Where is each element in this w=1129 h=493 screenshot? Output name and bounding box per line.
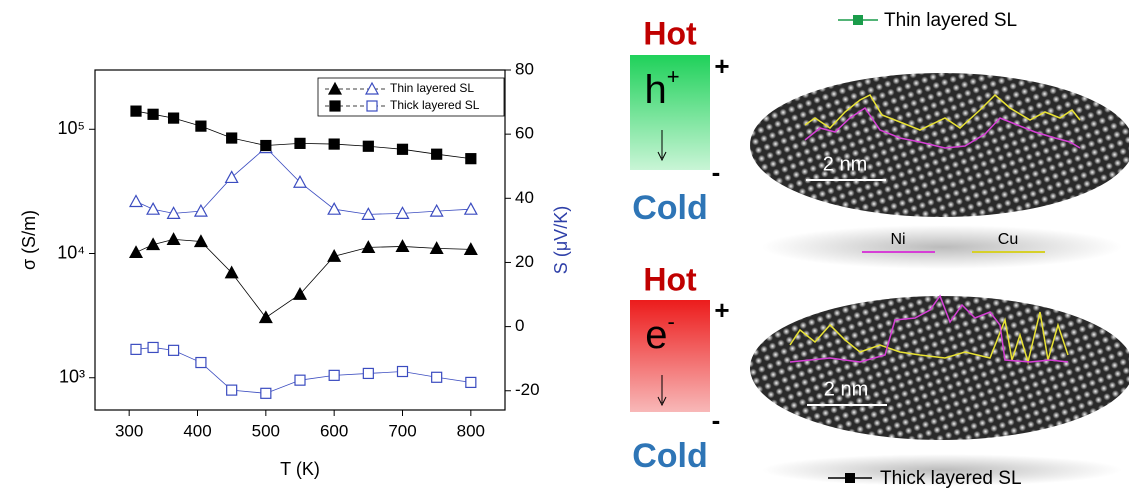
hot-label: Hot	[643, 261, 697, 297]
legend-label: Thick layered SL	[880, 468, 1022, 489]
plus: +	[714, 295, 729, 325]
marker	[148, 342, 158, 352]
scale-label: 2 nm	[823, 153, 867, 175]
y2-tick-label: 60	[515, 124, 534, 143]
figure: T (K) σ (S/m) S (μV/K) 30040050060070080…	[0, 0, 1129, 493]
marker	[397, 240, 409, 251]
y2-tick-label: 40	[515, 188, 534, 207]
y2-tick-label: 20	[515, 252, 534, 271]
marker	[295, 138, 305, 148]
marker	[147, 239, 159, 250]
marker	[169, 113, 179, 123]
marker	[130, 246, 142, 257]
hot-label: Hot	[643, 15, 697, 51]
micrographs: Thin layered SL 2 nm Ni Cu 2 nm Thick la…	[750, 10, 1129, 489]
y2-axis-label: S (μV/K)	[551, 206, 571, 274]
marker	[226, 171, 238, 182]
plus: +	[714, 51, 729, 81]
y-axis-label: σ (S/m)	[19, 210, 39, 270]
legend-label: Cu	[998, 231, 1018, 248]
micrograph	[750, 296, 1129, 440]
legend-marker	[845, 473, 855, 483]
series-line	[136, 148, 471, 215]
diagram: Hot h+ + - Cold Hot e- + - Cold	[630, 15, 730, 475]
y2-tick-label: 0	[515, 316, 524, 335]
marker	[466, 377, 476, 387]
series-line	[136, 111, 471, 159]
x-tick-label: 300	[115, 421, 143, 440]
plot-frame	[95, 70, 505, 410]
marker	[398, 144, 408, 154]
marker	[148, 109, 158, 119]
legend-label: Thin layered SL	[390, 81, 474, 95]
marker	[329, 370, 339, 380]
legend-label: Ni	[890, 231, 905, 248]
marker	[169, 345, 179, 355]
marker	[260, 312, 272, 323]
marker	[363, 368, 373, 378]
legend-label: Thick layered SL	[390, 98, 480, 112]
marker	[328, 250, 340, 261]
x-tick-label: 500	[252, 421, 280, 440]
x-tick-label: 800	[457, 421, 485, 440]
marker	[329, 139, 339, 149]
micrograph	[750, 73, 1129, 217]
marker	[227, 133, 237, 143]
x-tick-label: 400	[183, 421, 211, 440]
minus: -	[712, 157, 721, 187]
legend-marker	[853, 15, 863, 25]
marker	[363, 141, 373, 151]
marker	[131, 106, 141, 116]
marker	[196, 121, 206, 131]
marker	[168, 233, 180, 244]
y-tick-label: 10³	[59, 366, 85, 386]
marker	[147, 203, 159, 214]
marker	[261, 388, 271, 398]
cold-label: Cold	[632, 437, 708, 475]
cold-label: Cold	[632, 189, 708, 227]
marker	[367, 101, 377, 111]
marker	[432, 149, 442, 159]
marker	[465, 203, 477, 214]
marker	[131, 344, 141, 354]
x-tick-label: 600	[320, 421, 348, 440]
marker	[432, 372, 442, 382]
marker	[398, 367, 408, 377]
y2-tick-label: -20	[515, 380, 540, 399]
marker	[466, 154, 476, 164]
x-axis-label: T (K)	[280, 459, 320, 479]
marker	[261, 141, 271, 151]
minus: -	[712, 405, 721, 435]
series-line	[136, 347, 471, 393]
shadow	[762, 225, 1122, 269]
y2-tick-label: 80	[515, 59, 534, 78]
marker	[130, 196, 142, 207]
marker	[328, 203, 340, 214]
marker	[295, 375, 305, 385]
y-tick-label: 10⁴	[57, 242, 85, 262]
y-tick-label: 10⁵	[58, 118, 85, 138]
marker	[196, 358, 206, 368]
x-tick-label: 700	[388, 421, 416, 440]
marker	[227, 385, 237, 395]
series-line	[136, 239, 471, 317]
legend-label: Thin layered SL	[884, 10, 1017, 31]
marker	[330, 101, 340, 111]
scale-label: 2 nm	[824, 378, 868, 400]
